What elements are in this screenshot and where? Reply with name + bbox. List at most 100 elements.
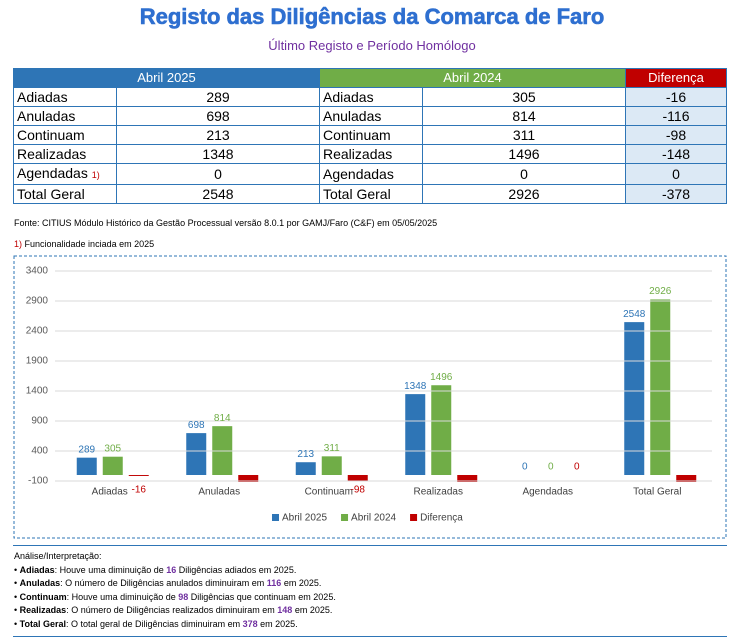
item-label: Continuam [19,591,67,602]
item-label: Anuladas [19,578,61,588]
data-label: 311 [324,443,340,454]
y-tick-label: 2900 [26,296,49,307]
bar [295,462,316,475]
cell-text: Agendadas [17,165,88,181]
data-label: 698 [188,420,205,431]
y-tick-label: 1400 [26,386,49,397]
item-text: Diligências que continuam em 2025. [188,591,336,602]
item-number: 116 [266,578,282,588]
analysis-item: • Continuam: Houve uma diminuição de 98 … [14,591,336,602]
bar [431,385,452,475]
y-tick-label: 3400 [26,266,49,277]
table-cell: -148 [625,144,727,164]
table-cell: Realizadas [13,144,117,164]
bar [238,475,259,482]
footnote-marker: 1) [14,239,23,249]
analysis-item: • Realizadas: O número de Diligências re… [14,605,333,615]
table-cell: -378 [625,184,727,204]
table-cell: Total Geral [319,184,423,204]
bar [128,475,149,476]
table-row: Realizadas 1348 Realizadas 1496 -148 [13,144,727,164]
y-tick-label: 900 [31,416,48,427]
bar [676,475,697,482]
data-label: 0 [548,462,554,473]
item-text: em 2025. [281,578,322,588]
y-tick-label: 1900 [26,356,49,367]
data-label: 0 [574,462,580,473]
legend-label: Abril 2025 [282,513,327,524]
bar [624,322,645,475]
footnote-text: Funcionalidade inciada em 2025 [22,239,155,249]
table-row: Anuladas 698 Anuladas 814 -116 [13,106,727,126]
bar [650,299,671,475]
table-cell: Adiadas [319,87,423,107]
data-label: 305 [104,443,121,454]
item-label: Total Geral [19,618,67,629]
x-tick-label: Total Geral [633,487,681,498]
table-row: Total Geral 2548 Total Geral 2926 -378 [13,184,727,204]
item-text: : O total geral de Diligências diminuira… [66,618,243,629]
legend-swatch [341,514,349,521]
summary-table: Abril 2025 Abril 2024 Diferença Adiadas 289 A… [13,68,727,204]
y-tick-label: 400 [31,446,48,457]
item-number: 16 [166,564,177,575]
item-text: : O número de Diligências anulados dimin… [60,578,267,588]
divider [13,636,727,637]
chart: -100 400 900 1400 1900 2400 2900 3400 Adiadas 289… [13,255,727,539]
item-label: Realizadas [19,605,67,615]
data-label: 1496 [430,372,453,383]
plot-area [76,299,697,482]
y-tick-label: 2400 [26,326,49,337]
item-text: : Houve uma diminuição de [66,591,179,602]
legend-label: Diferença [420,513,463,524]
header-cell: Diferença [625,68,727,88]
item-text: em 2025. [292,605,333,615]
analysis-item: • Anuladas: O número de Diligências anul… [14,578,322,588]
item-text: Diligências adiados em 2025. [176,564,297,575]
data-label: -16 [132,485,147,496]
table-cell: 311 [422,125,626,145]
x-tick-label: Anuladas [198,487,240,498]
legend-label: Abril 2024 [351,513,396,524]
item-number: 148 [277,605,293,615]
analysis: Análise/Interpretação: • Adiadas: Houve u… [14,550,336,631]
analysis-heading: Análise/Interpretação: [14,551,102,561]
bar [347,475,368,481]
data-label: 2548 [623,309,646,320]
table-row: Agendadas 1) 0 Agendadas 0 0 [13,163,727,185]
table-cell: 2548 [116,184,320,204]
data-label: 2926 [649,286,672,297]
bar [186,433,207,475]
header-cell: Abril 2025 [13,68,320,88]
item-text: em 2025. [257,618,298,629]
item-text: : O número de Diligências realizados dim… [66,605,278,615]
bar [102,456,123,475]
x-tick-label: Adiadas [92,487,128,498]
table-cell: Agendadas 1) [13,163,117,185]
legend-swatch [410,514,418,521]
title: Registo das Diligências da Comarca de Fa… [139,4,605,30]
divider [13,545,727,546]
subtitle: Último Registo e Período Homólogo [268,38,476,53]
item-text: : Houve uma diminuição de [54,564,167,575]
data-label: 0 [522,462,528,473]
table-cell: Total Geral [13,184,117,204]
data-label: 289 [78,444,95,455]
bar [321,456,342,475]
x-tick-label: Continuam [305,487,353,498]
bar [457,475,478,482]
footnote: 1) Funcionalidade inciada em 2025 [14,239,154,249]
data-label: 814 [214,413,231,424]
y-tick-label: -100 [28,476,48,487]
source: Fonte: CITIUS Módulo Histórico da Gestão… [14,218,438,228]
table-cell: 305 [422,87,626,107]
note-marker: 1) [91,170,100,180]
item-label: Adiadas [19,564,55,575]
x-tick-label: Agendadas [522,487,573,498]
analysis-item: • Adiadas: Houve uma diminuição de 16 Di… [14,564,297,575]
legend-swatch [272,514,279,521]
data-label: 213 [297,449,314,460]
analysis-item: • Total Geral: O total geral de Diligênc… [14,618,298,629]
data-label: 1348 [404,381,427,392]
